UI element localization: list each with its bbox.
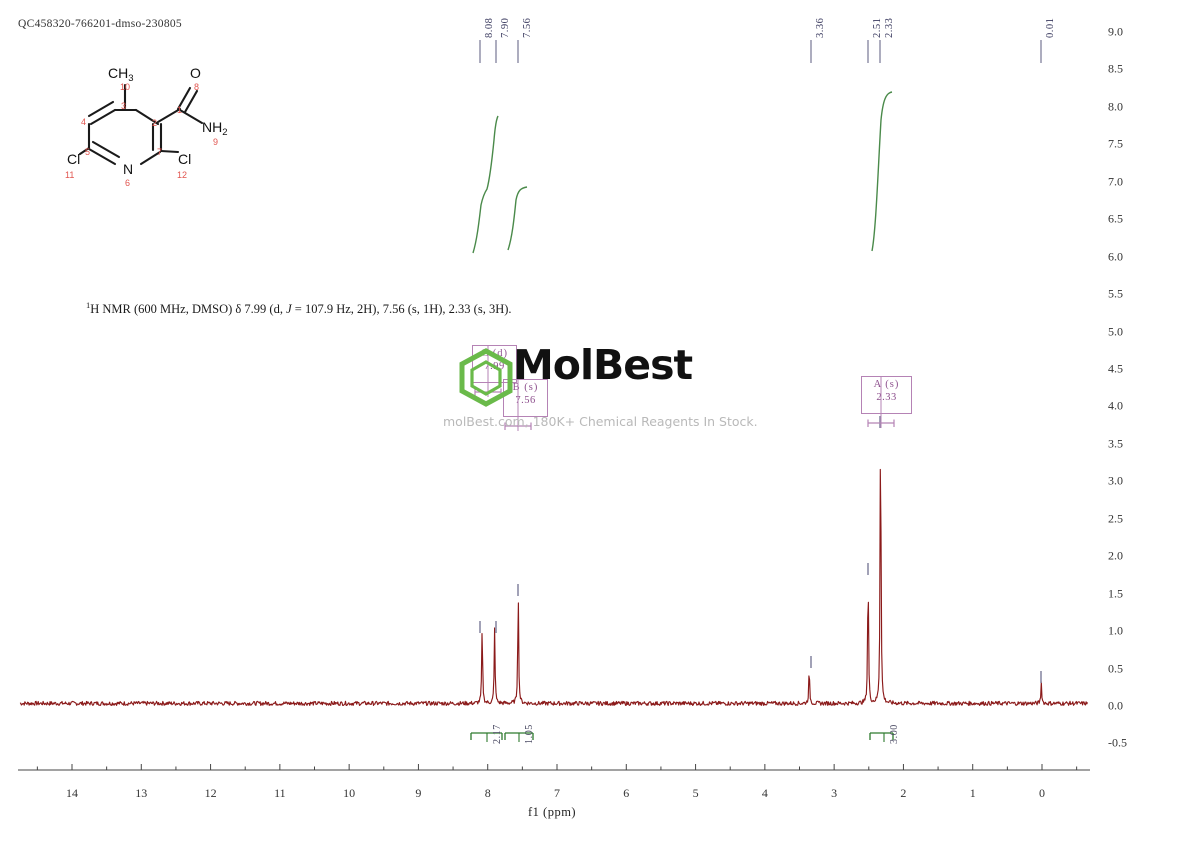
y-axis-tick-label: 8.5 bbox=[1108, 61, 1123, 76]
x-axis-tick-label: 14 bbox=[66, 786, 78, 800]
y-axis-tick-label: 2.5 bbox=[1108, 511, 1123, 526]
atom-number-4: 4 bbox=[81, 117, 86, 127]
atom-number-12: 12 bbox=[177, 170, 187, 180]
multiplet-drop-line bbox=[517, 379, 519, 431]
y-axis-tick-label: 0.0 bbox=[1108, 698, 1123, 713]
plot-svg bbox=[18, 40, 1090, 771]
x-axis-tick-label: 11 bbox=[274, 786, 286, 800]
atom-label-group: CH3 O NH2 N Cl Cl bbox=[67, 65, 228, 177]
y-axis-tick-label: 1.0 bbox=[1108, 623, 1123, 638]
x-axis-tick-label: 0 bbox=[1039, 786, 1045, 800]
spectrum-title: QC458320-766201-dmso-230805 bbox=[18, 18, 182, 30]
y-axis-tick-label: 3.0 bbox=[1108, 473, 1123, 488]
x-axis-tick-label: 3 bbox=[831, 786, 838, 800]
atom-number-10: 10 bbox=[120, 82, 130, 92]
x-axis-tick-label: 7 bbox=[554, 786, 560, 800]
x-axis-tick-label: 8 bbox=[484, 786, 491, 800]
molecular-structure-diagram: CH3 O NH2 N Cl Cl 10 8 9 3 1 2 4 5 7 6 1… bbox=[20, 52, 255, 202]
nmr-spectrum-plot bbox=[14, 14, 1094, 774]
x-axis-tick-label: 13 bbox=[135, 786, 148, 800]
structure-svg: CH3 O NH2 N Cl Cl 10 8 9 3 1 2 4 5 7 6 1… bbox=[65, 65, 228, 188]
y-axis-tick-label: 4.5 bbox=[1108, 361, 1123, 376]
atom-label-ch3: CH3 bbox=[108, 65, 134, 84]
y-axis-tick-label: 9.0 bbox=[1108, 24, 1123, 39]
atom-number-1: 1 bbox=[177, 105, 182, 115]
x-axis-tick-label: 10 bbox=[343, 786, 356, 800]
y-axis-tick-label: 7.5 bbox=[1108, 136, 1123, 151]
atom-number-5: 5 bbox=[85, 147, 90, 157]
x-axis-tick-label: 1 bbox=[969, 786, 976, 800]
multiplet-drop-line bbox=[880, 376, 882, 428]
multiplet-id-and-multiplicity: B (s) bbox=[512, 382, 539, 393]
multiplet-shift: 2.33 bbox=[876, 392, 897, 404]
multiplet-box[interactable]: A (s) 2.33 bbox=[861, 376, 912, 414]
x-axis-tick-label: 4 bbox=[761, 786, 768, 800]
nmr-coupling-symbol: J bbox=[286, 302, 292, 317]
atom-number-3: 3 bbox=[121, 101, 126, 111]
y-axis-tick-label: 5.0 bbox=[1108, 324, 1123, 339]
atom-number-7: 7 bbox=[157, 147, 162, 157]
x-axis-tick-label: 2 bbox=[900, 786, 907, 800]
multiplet-shift: 7.56 bbox=[515, 395, 536, 407]
x-axis-tick-label: 6 bbox=[623, 786, 630, 800]
x-axis-tick-label: 9 bbox=[415, 786, 422, 800]
atom-number-11: 11 bbox=[65, 170, 74, 180]
y-axis-tick-label: 5.5 bbox=[1108, 286, 1123, 301]
atom-number-group: 10 8 9 3 1 2 4 5 7 6 11 12 bbox=[65, 82, 218, 188]
atom-number-2: 2 bbox=[152, 118, 157, 128]
atom-number-9: 9 bbox=[213, 137, 218, 147]
atom-label-cl-right: Cl bbox=[178, 151, 191, 167]
y-axis-tick-label: 8.0 bbox=[1108, 99, 1123, 114]
nmr-superscript: 1 bbox=[86, 300, 91, 310]
nmr-assignment-text: 1H NMR (600 MHz, DMSO) δ 7.99 (d, J = 10… bbox=[86, 300, 512, 317]
nmr-body-2: = 107.9 Hz, 2H), 7.56 (s, 1H), 2.33 (s, … bbox=[291, 302, 512, 317]
y-axis-tick-label: 0.5 bbox=[1108, 661, 1123, 676]
atom-label-o: O bbox=[190, 65, 201, 81]
x-axis-tick-label: 12 bbox=[204, 786, 217, 800]
y-axis-tick-label: 7.0 bbox=[1108, 174, 1123, 189]
y-axis-tick-label: 1.5 bbox=[1108, 586, 1123, 601]
x-axis-title: f1 (ppm) bbox=[528, 805, 577, 819]
atom-number-8: 8 bbox=[194, 82, 199, 92]
y-axis-tick-label: 6.5 bbox=[1108, 211, 1123, 226]
x-axis-tick-label: 5 bbox=[692, 786, 699, 800]
atom-label-cl-left: Cl bbox=[67, 151, 80, 167]
atom-label-n: N bbox=[123, 161, 133, 177]
y-axis-tick-label: 6.0 bbox=[1108, 249, 1123, 264]
atom-label-nh2: NH2 bbox=[202, 119, 228, 138]
y-axis-tick-label: 2.0 bbox=[1108, 548, 1123, 563]
y-axis-tick-label: -0.5 bbox=[1108, 735, 1127, 750]
y-axis-tick-label: 3.5 bbox=[1108, 436, 1123, 451]
atom-number-6: 6 bbox=[125, 178, 130, 188]
nmr-body-1: H NMR (600 MHz, DMSO) δ 7.99 (d, bbox=[90, 302, 287, 317]
y-axis-tick-label: 4.0 bbox=[1108, 398, 1123, 413]
multiplet-id-and-multiplicity: A (s) bbox=[873, 379, 900, 390]
